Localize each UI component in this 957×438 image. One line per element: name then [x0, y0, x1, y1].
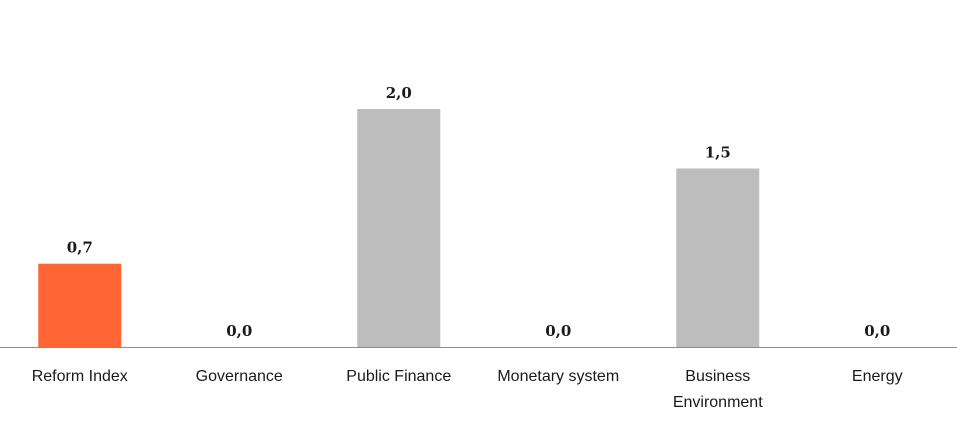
category-label: Business Environment — [673, 368, 763, 411]
category-label-line: Governance — [196, 368, 283, 385]
bar-value-label: 1,5 — [705, 144, 731, 162]
category-label-line: Business — [685, 368, 750, 385]
bar — [38, 263, 122, 347]
category-label-line: Reform Index — [32, 368, 128, 385]
category-label: Energy — [852, 368, 903, 385]
bar-value-label: 0,0 — [545, 322, 571, 340]
value-labels-group: 0,7 0,0 2,0 0,0 1,5 0,0 — [67, 84, 891, 340]
bar-value-label: 0,0 — [226, 322, 252, 340]
category-label-line: Energy — [852, 368, 903, 385]
category-label: Monetary system — [497, 368, 619, 385]
category-labels-group: Reform Index Governance Public Finance Mone… — [32, 368, 903, 411]
category-label-line: Monetary system — [497, 368, 619, 385]
bar-value-label: 0,0 — [864, 322, 890, 340]
bar — [676, 168, 760, 347]
bar-value-label: 0,7 — [67, 239, 93, 257]
bar-value-label: 2,0 — [386, 84, 412, 102]
category-label: Public Finance — [346, 368, 451, 385]
category-label: Governance — [196, 368, 283, 385]
category-label: Reform Index — [32, 368, 128, 385]
bar — [357, 109, 441, 347]
bars-group — [38, 109, 760, 347]
category-label-line: Environment — [673, 394, 763, 411]
category-label-line: Public Finance — [346, 368, 451, 385]
